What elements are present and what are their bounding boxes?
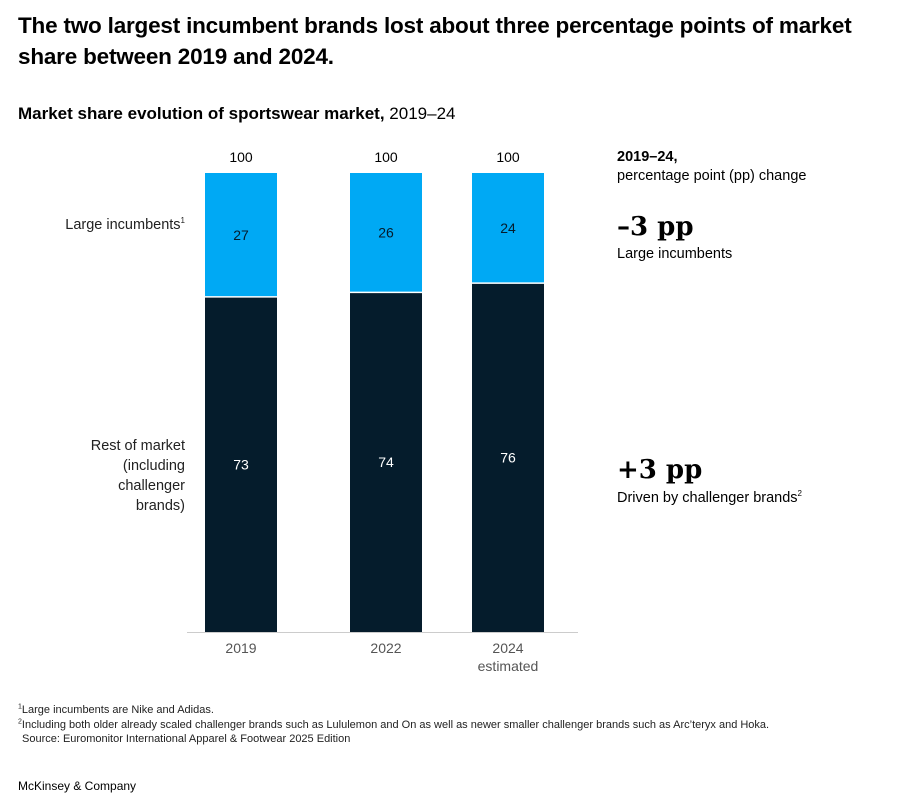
chart-subtitle: Market share evolution of sportswear mar… — [18, 103, 455, 125]
change-header: 2019–24, percentage point (pp) change — [617, 148, 806, 186]
x-tick-label: estimated — [478, 658, 539, 674]
footnote-2-mark: 2 — [18, 718, 22, 726]
total-label: 100 — [496, 149, 520, 165]
change-rest-desc-block: Driven by challenger brands2 — [617, 489, 802, 507]
subtitle-period: 2019–24 — [389, 104, 456, 123]
footnote-ref-1: 1 — [180, 216, 185, 226]
bar-segment-rest — [472, 283, 544, 632]
data-label: 74 — [378, 454, 394, 470]
data-label: 73 — [233, 456, 249, 472]
total-label: 100 — [374, 149, 398, 165]
change-incumbents-value: –3 pp — [617, 212, 694, 242]
change-header-desc: percentage point (pp) change — [617, 168, 807, 184]
change-rest-value: +3 pp — [617, 455, 703, 485]
source-text: Source: Euromonitor International Appare… — [22, 733, 351, 745]
subtitle-bold: Market share evolution of sportswear mar… — [18, 104, 385, 123]
bar-segment-incumbents — [350, 173, 422, 293]
x-tick-label: 2022 — [370, 640, 401, 656]
footnote-1-mark: 1 — [18, 703, 22, 711]
stacked-bar-chart: 73 27 100 2019 74 26 100 2022 76 24 100 2024 estimat… — [187, 149, 578, 674]
x-tick-label: 2019 — [225, 640, 256, 656]
change-incumbents-desc: Large incumbents — [617, 246, 733, 262]
bar-segment-incumbents — [472, 173, 544, 284]
brand-logo-text: McKinsey & Company — [18, 779, 137, 793]
headline: The two largest incumbent brands lost ab… — [18, 13, 852, 69]
bar-segment-rest — [205, 296, 277, 632]
source-note: Source: Euromonitor International Appare… — [22, 732, 350, 746]
row-label-rest: Rest of market (including challenger bra… — [65, 436, 185, 516]
footnote-1: 1Large incumbents are Nike and Adidas. — [18, 703, 214, 717]
row-label-incumbents-text: Large incumbents — [65, 217, 181, 233]
data-label: 24 — [500, 220, 516, 236]
change-rest-desc: Driven by challenger brands — [617, 490, 798, 506]
total-label: 100 — [229, 149, 253, 165]
row-label-incumbents: Large incumbents1 — [65, 215, 185, 235]
row-label-rest-text: Rest of market (including challenger bra… — [90, 438, 185, 514]
footnote-2-text: Including both older already scaled chal… — [21, 719, 770, 731]
footnote-ref-2: 2 — [797, 489, 802, 499]
change-header-period: 2019–24, — [617, 149, 678, 165]
footnote-2: 2Including both older already scaled cha… — [18, 718, 769, 732]
footnote-1-text: Large incumbents are Nike and Adidas. — [21, 704, 214, 716]
x-tick-label: 2024 — [492, 640, 523, 656]
bar-segment-rest — [350, 292, 422, 632]
data-label: 26 — [378, 225, 394, 241]
data-label: 76 — [500, 450, 516, 466]
data-label: 27 — [233, 227, 249, 243]
bar-segment-incumbents — [205, 173, 277, 297]
